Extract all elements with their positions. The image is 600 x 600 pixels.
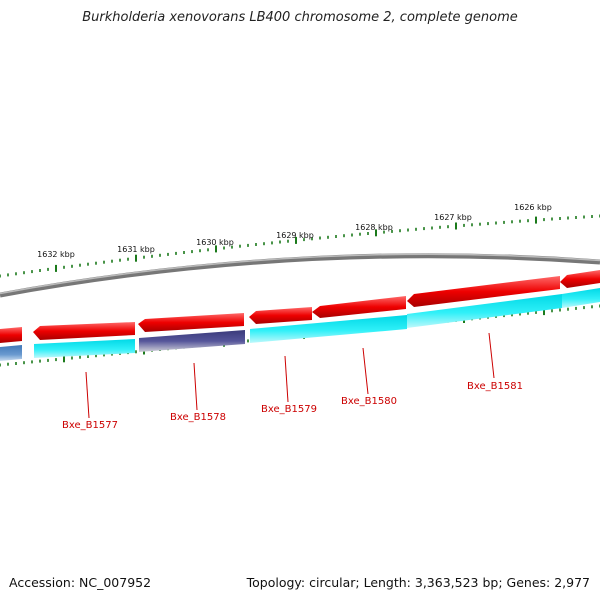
backbone-circle [0, 253, 600, 298]
kbp-label: 1631 kbp [117, 245, 155, 254]
kbp-label: 1630 kbp [196, 238, 234, 247]
forward-gene[interactable] [560, 270, 600, 288]
reverse-gene[interactable] [34, 339, 135, 358]
gene-label[interactable]: Bxe_B1578 [170, 412, 226, 423]
reverse-gene[interactable] [562, 288, 600, 308]
forward-gene[interactable] [407, 276, 560, 307]
gene-leader-line [284, 355, 289, 403]
genome-summary-text: Topology: circular; Length: 3,363,523 bp… [246, 575, 590, 590]
gene-label[interactable]: Bxe_B1581 [467, 381, 523, 392]
forward-gene[interactable] [312, 296, 406, 318]
gene-labels: Bxe_B1577 Bxe_B1578 Bxe_B1579 Bxe_B1580 … [62, 332, 523, 431]
kbp-label: 1626 kbp [514, 203, 552, 212]
gene-leader-line [193, 362, 198, 411]
forward-strand-genes [0, 270, 600, 343]
reverse-gene[interactable] [407, 294, 562, 328]
reverse-gene[interactable] [139, 330, 245, 352]
gene-leader-line [362, 347, 369, 395]
kbp-labels: 1632 kbp 1631 kbp 1630 kbp 1629 kbp 1628… [37, 203, 552, 259]
gene-leader-line [488, 332, 495, 379]
gene-leader-line [85, 371, 90, 419]
forward-gene[interactable] [0, 327, 22, 343]
gene-label[interactable]: Bxe_B1580 [341, 396, 397, 407]
forward-gene[interactable] [249, 307, 312, 324]
kbp-label: 1629 kbp [276, 231, 314, 240]
accession-text: Accession: NC_007952 [9, 575, 152, 590]
reverse-strand-genes [0, 288, 600, 361]
forward-gene[interactable] [33, 322, 135, 340]
kbp-label: 1628 kbp [355, 223, 393, 232]
gene-label[interactable]: Bxe_B1577 [62, 420, 118, 431]
kbp-label: 1632 kbp [37, 250, 75, 259]
backbone-highlight [0, 253, 600, 295]
map-title: Burkholderia xenovorans LB400 chromosome… [82, 10, 518, 25]
upper-tick-ring [0, 214, 600, 278]
forward-gene[interactable] [138, 313, 244, 332]
reverse-gene[interactable] [250, 315, 407, 343]
reverse-gene[interactable] [0, 345, 22, 361]
gene-label[interactable]: Bxe_B1579 [261, 404, 317, 415]
kbp-label: 1627 kbp [434, 213, 472, 222]
